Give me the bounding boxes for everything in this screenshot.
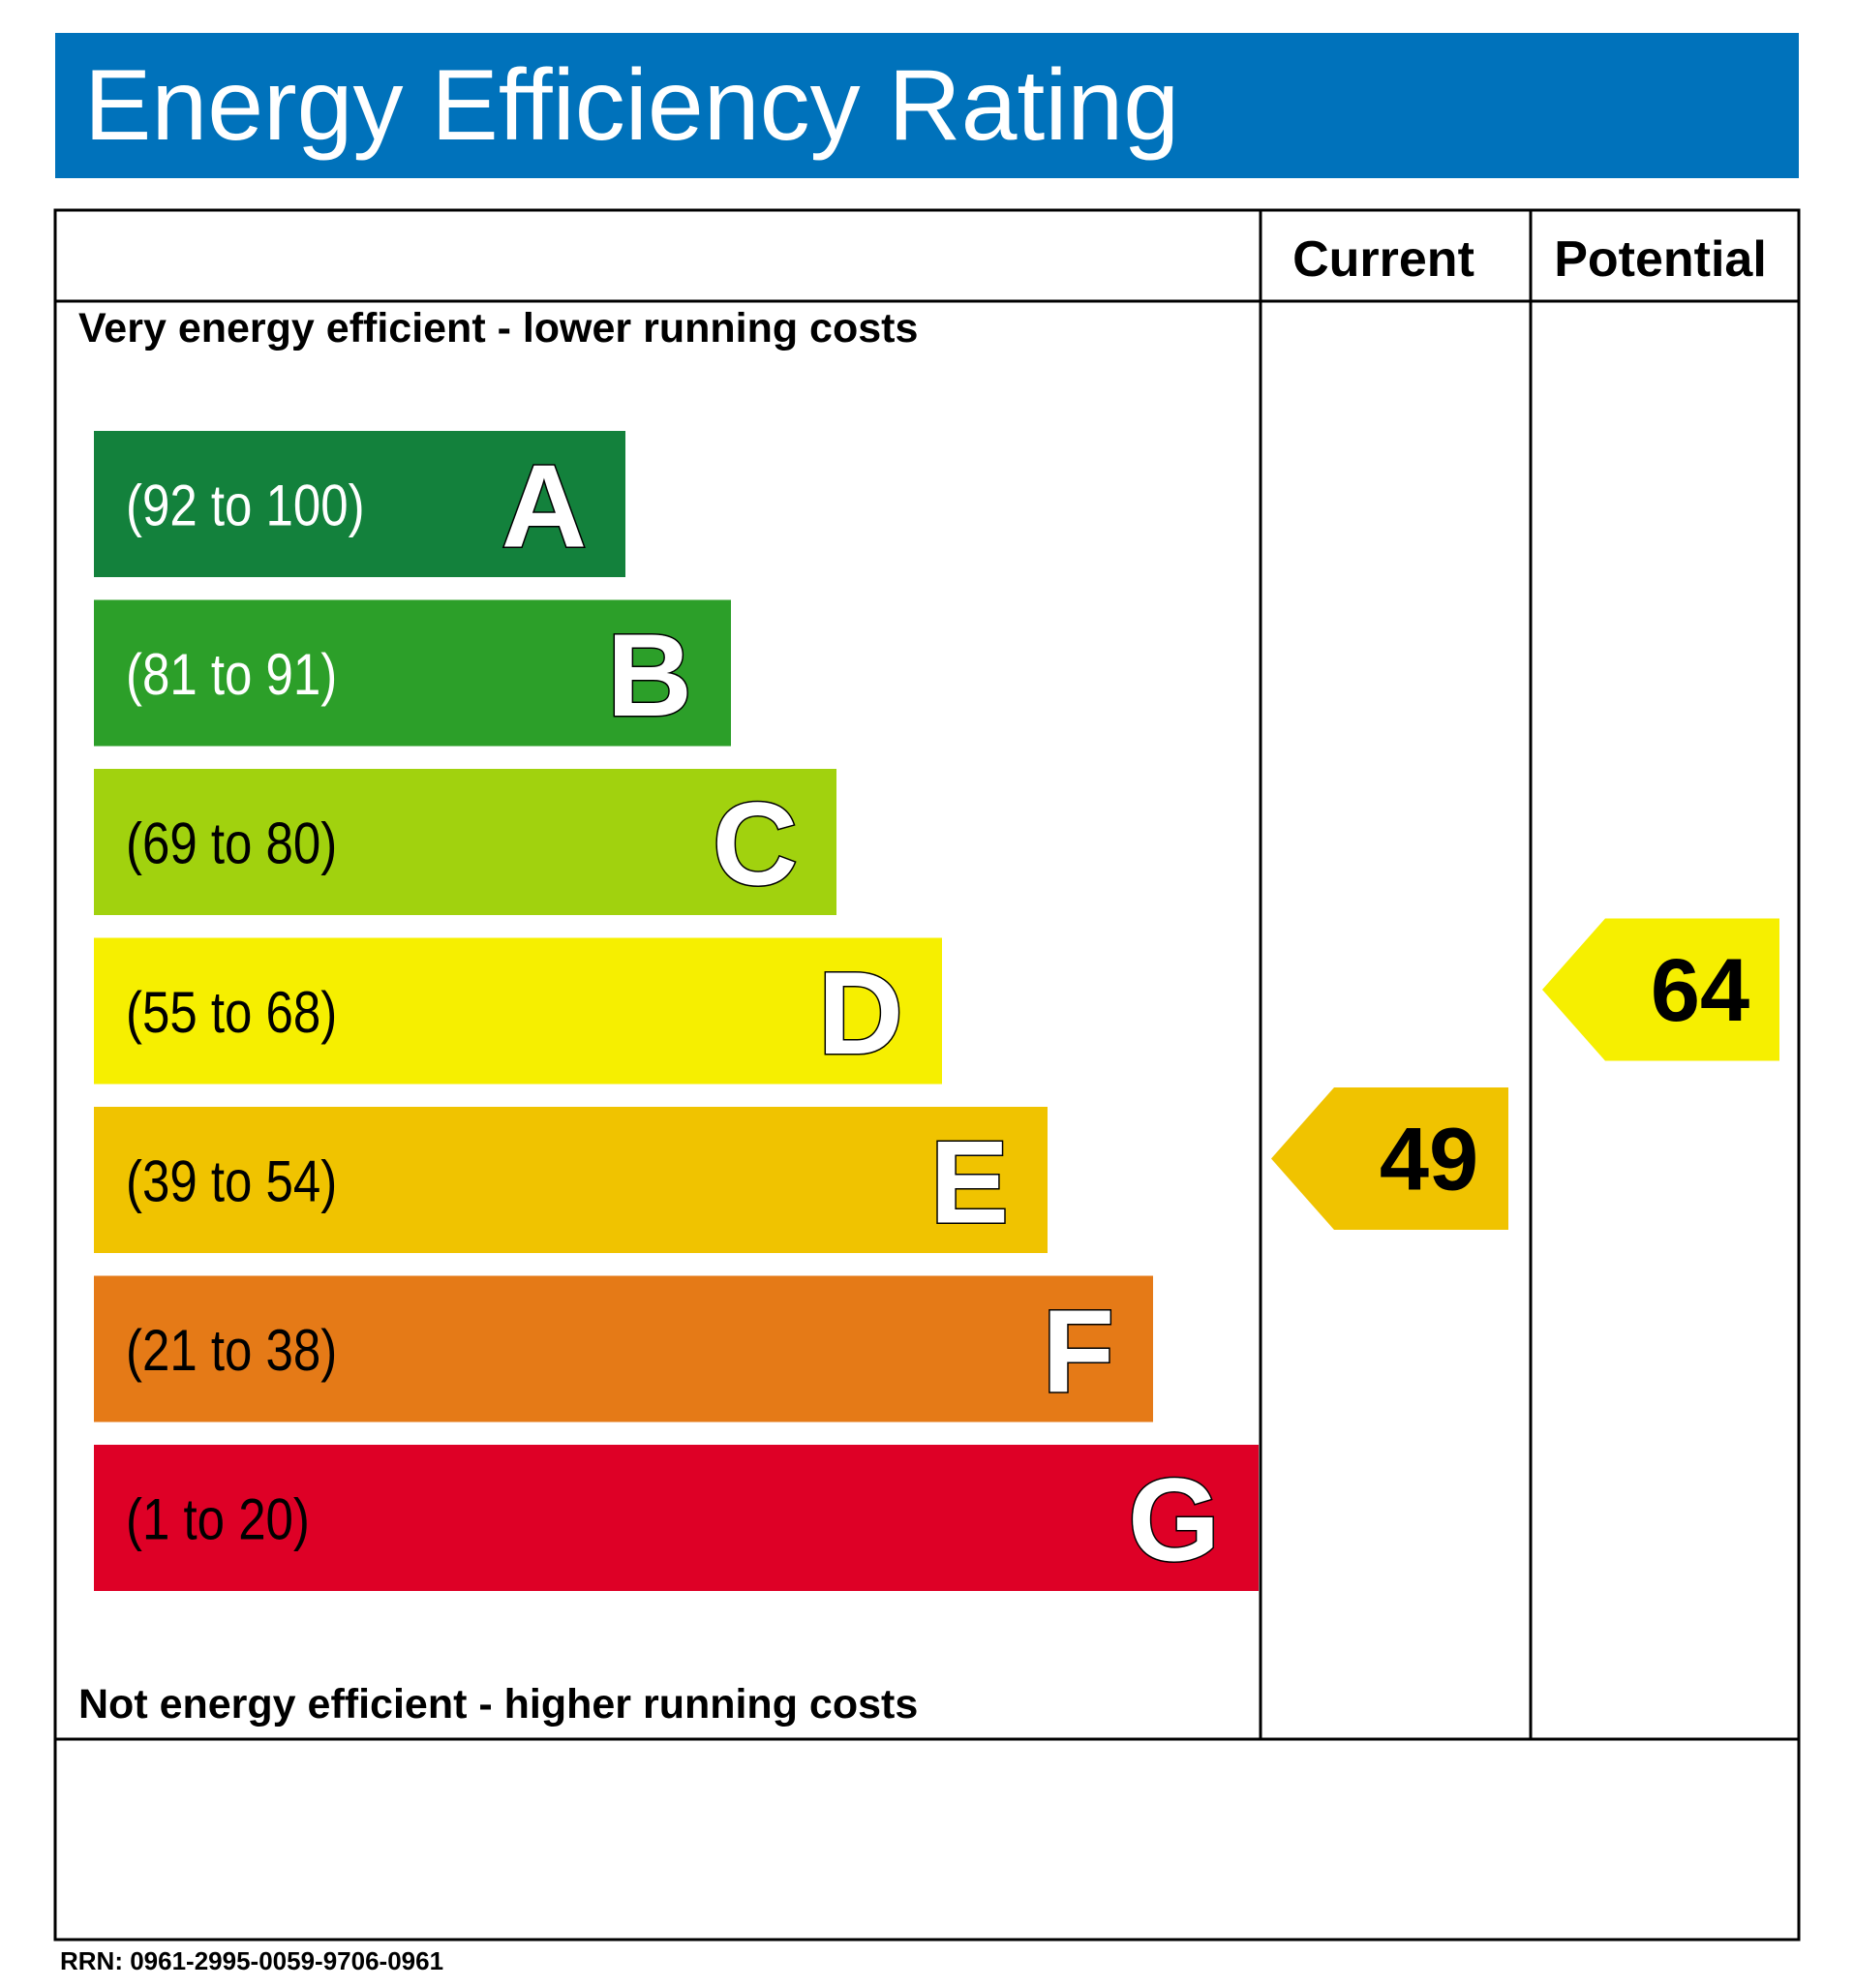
band-range-g: (1 to 20) [126, 1487, 310, 1552]
potential-rating-value: 64 [1651, 941, 1749, 1040]
potential-column-header: Potential [1554, 231, 1767, 288]
band-bar-c [94, 769, 836, 915]
band-bar-e [94, 1107, 1048, 1253]
band-letter-g: G [1128, 1454, 1220, 1586]
band-bar-f [94, 1275, 1153, 1422]
rrn-reference: RRN: 0961-2995-0059-9706-0961 [60, 1946, 444, 1975]
band-letter-d: D [818, 947, 903, 1079]
band-bar-b [94, 599, 731, 747]
band-bar-d [94, 937, 942, 1085]
band-letter-c: C [713, 779, 798, 910]
bottom-note: Not energy efficient - higher running co… [78, 1681, 918, 1728]
title-bar: Energy Efficiency Rating [55, 33, 1799, 178]
chart-title: Energy Efficiency Rating [84, 49, 1180, 162]
band-bar-g [94, 1445, 1259, 1591]
band-letter-e: E [930, 1116, 1009, 1248]
band-bar-a [94, 431, 625, 577]
band-range-f: (21 to 38) [126, 1318, 337, 1383]
band-letter-f: F [1042, 1285, 1114, 1417]
band-range-c: (69 to 80) [126, 811, 337, 876]
chart-frame [53, 208, 1801, 1942]
current-rating-arrow [1271, 1087, 1508, 1230]
band-letter-a: A [501, 441, 587, 572]
current-column-header: Current [1292, 231, 1474, 288]
potential-rating-arrow [1542, 918, 1779, 1061]
band-range-a: (92 to 100) [126, 474, 365, 538]
band-letter-b: B [607, 609, 692, 741]
band-range-b: (81 to 91) [126, 642, 337, 707]
current-rating-value: 49 [1380, 1111, 1478, 1209]
bands-group: (92 to 100) A (81 to 91) B (69 to 80) C (55 to… [94, 431, 1259, 1591]
top-note: Very energy efficient - lower running co… [78, 305, 918, 352]
arrows-group: 49 64 [1271, 918, 1779, 1230]
band-range-d: (55 to 68) [126, 980, 337, 1045]
band-range-e: (39 to 54) [126, 1149, 337, 1214]
